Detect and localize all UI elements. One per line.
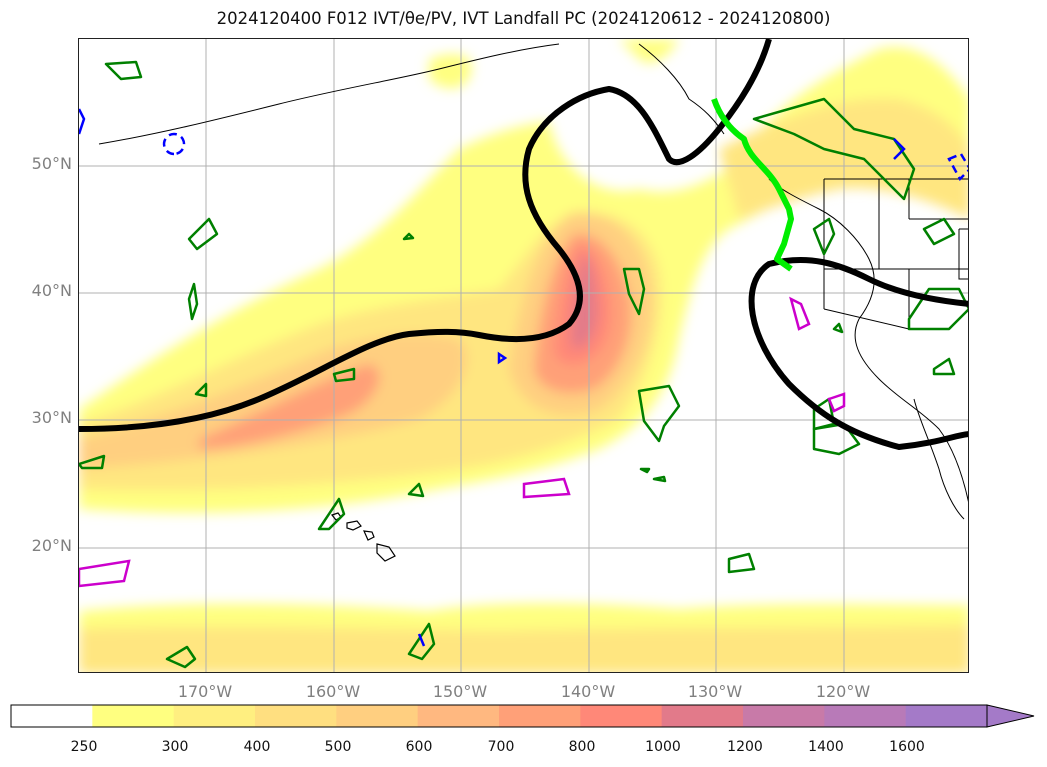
map-panel: [78, 38, 969, 673]
colorbar-cell: [905, 705, 988, 727]
landfall-pc-line: [79, 39, 772, 432]
lon-label-170w: 170°W: [177, 682, 233, 701]
lat-label-50n: 50°N: [31, 154, 72, 173]
lat-label-30n: 30°N: [31, 408, 72, 427]
colorbar-cells: [11, 705, 988, 727]
colorbar-cell: [417, 705, 500, 727]
pv-contours-blue: [79, 108, 968, 647]
colorbar-cell: [11, 705, 93, 727]
colorbar-tick-1200: 1200: [727, 739, 763, 755]
landfall-segment-line: [711, 97, 794, 272]
colorbar-cell: [824, 705, 907, 727]
colorbar-tick-600: 600: [405, 739, 433, 755]
colorbar-tick-700: 700: [487, 739, 515, 755]
map-svg: [79, 39, 968, 672]
colorbar-cell: [336, 705, 419, 727]
lon-label-160w: 160°W: [305, 682, 361, 701]
ivt-fill-layer: [79, 39, 968, 672]
lon-label-150w: 150°W: [432, 682, 488, 701]
colorbar-tick-400: 400: [243, 739, 271, 755]
colorbar-cell: [92, 705, 175, 727]
colorbar-cell: [661, 705, 744, 727]
gridlines: [79, 39, 968, 672]
colorbar-tick-1600: 1600: [889, 739, 925, 755]
colorbar-tick-500: 500: [324, 739, 352, 755]
coastlines: [98, 43, 968, 520]
colorbar-extend-arrow: [986, 704, 1035, 728]
colorbar-cell: [499, 705, 581, 727]
pv-contours-green: [79, 60, 968, 669]
colorbar-tick-800: 800: [568, 739, 596, 755]
colorbar-outline: [10, 704, 988, 728]
lon-label-130w: 130°W: [687, 682, 743, 701]
colorbar-cell: [743, 705, 825, 727]
colorbar-cell: [255, 705, 337, 727]
lon-label-120w: 120°W: [815, 682, 871, 701]
colorbar: [10, 704, 1035, 728]
colorbar-cell: [580, 705, 663, 727]
colorbar-tick-1400: 1400: [808, 739, 844, 755]
figure-title: 2024120400 F012 IVT/θe/PV, IVT Landfall …: [216, 9, 831, 28]
colorbar-cell: [173, 705, 256, 727]
lat-label-40n: 40°N: [31, 281, 72, 300]
colorbar-tick-1000: 1000: [645, 739, 681, 755]
pv-contours-magenta: [79, 296, 846, 588]
hawaii-islands: [330, 512, 396, 562]
landfall-pc-line-east: [748, 256, 968, 451]
lon-label-140w: 140°W: [560, 682, 616, 701]
colorbar-tick-300: 300: [161, 739, 189, 755]
lat-label-20n: 20°N: [31, 536, 72, 555]
colorbar-tick-250: 250: [70, 739, 98, 755]
